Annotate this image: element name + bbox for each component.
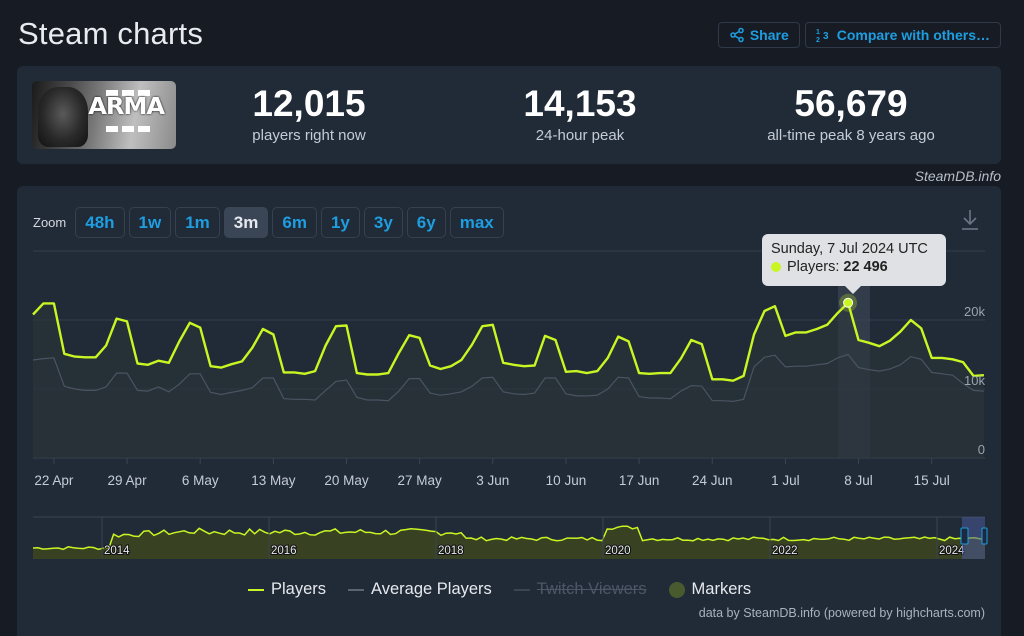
zoom-1m-button[interactable]: 1m: [175, 207, 220, 238]
svg-text:10 Jun: 10 Jun: [546, 473, 587, 488]
stat-current-players: 12,015 players right now: [239, 83, 379, 145]
stats-panel: ARMA 12,015 players right now 14,153 24-…: [17, 66, 1001, 164]
zoom-3y-button[interactable]: 3y: [363, 207, 403, 238]
chart-card: Zoom 48h 1w 1m 3m 6m 1y 3y 6y max 0 10k 20…: [17, 186, 1001, 636]
numbers-icon: 1 2 3: [816, 29, 829, 43]
top-actions: Share 1 2 3 Compare with others…: [717, 22, 1001, 48]
svg-text:8 Jul: 8 Jul: [844, 473, 873, 488]
stat-label: 24-hour peak: [535, 127, 625, 144]
svg-text:3 Jun: 3 Jun: [476, 473, 509, 488]
chart-legend: Players Average Players Twitch Viewers M…: [248, 580, 751, 599]
svg-text:3: 3: [823, 31, 829, 42]
svg-text:2018: 2018: [438, 545, 464, 557]
svg-text:2016: 2016: [271, 545, 297, 557]
stat-value: 14,153: [523, 83, 637, 124]
legend-average-players[interactable]: Average Players: [348, 580, 492, 599]
svg-text:2020: 2020: [605, 545, 631, 557]
svg-text:1: 1: [816, 29, 820, 36]
legend-markers[interactable]: Markers: [668, 580, 752, 599]
compare-label: Compare with others…: [836, 27, 990, 43]
player-chart[interactable]: 0 10k 20k 22 Apr 29 Apr 6 May 13 May 20 May 27 …: [17, 186, 1001, 586]
svg-text:17 Jun: 17 Jun: [619, 473, 660, 488]
stat-value: 12,015: [252, 83, 366, 124]
zoom-label: Zoom: [33, 215, 67, 230]
download-icon[interactable]: [959, 208, 981, 232]
x-axis-labels: 22 Apr 29 Apr 6 May 13 May 20 May 27 May 3 Jun…: [34, 458, 950, 488]
line-swatch-icon: [513, 588, 530, 591]
svg-text:6 May: 6 May: [182, 473, 219, 488]
marker-dot-icon: [668, 581, 685, 598]
zoom-48h-button[interactable]: 48h: [75, 207, 125, 238]
stat-24h-peak: 14,153 24-hour peak: [510, 83, 650, 145]
stat-all-time-peak: 56,679 all-time peak 8 years ago: [751, 83, 951, 145]
svg-text:1 Jul: 1 Jul: [771, 473, 800, 488]
players-dot-icon: [771, 262, 781, 272]
legend-label: Average Players: [371, 580, 492, 598]
svg-text:15 Jul: 15 Jul: [914, 473, 950, 488]
stat-label: players right now: [252, 127, 366, 144]
zoom-bar: Zoom 48h 1w 1m 3m 6m 1y 3y 6y max: [33, 207, 504, 238]
share-icon: [730, 27, 744, 43]
highcharts-credit[interactable]: data by SteamDB.info (powered by highcha…: [698, 606, 985, 620]
navigator-selection: [962, 517, 985, 559]
legend-label: Markers: [691, 580, 752, 598]
game-art: [38, 87, 88, 147]
navigator-handle-left[interactable]: [960, 527, 969, 545]
zoom-6m-button[interactable]: 6m: [272, 207, 317, 238]
game-logo: ARMA: [88, 94, 165, 120]
navigator: 2014 2016 2018 2020 2022 2024: [32, 516, 988, 559]
navigator-handle-right[interactable]: [981, 527, 988, 545]
stat-label: all-time peak 8 years ago: [767, 127, 935, 144]
legend-label: Twitch Viewers: [536, 580, 647, 598]
zoom-3m-button[interactable]: 3m: [223, 207, 269, 238]
share-button[interactable]: Share: [717, 22, 800, 48]
stat-value: 56,679: [794, 83, 908, 124]
line-swatch-icon: [248, 588, 264, 591]
tooltip-series: Players:: [787, 259, 840, 275]
compare-button[interactable]: 1 2 3 Compare with others…: [804, 22, 1001, 48]
svg-text:2014: 2014: [104, 545, 130, 557]
zoom-1w-button[interactable]: 1w: [128, 207, 172, 238]
zoom-6y-button[interactable]: 6y: [406, 207, 446, 238]
legend-players[interactable]: Players: [248, 580, 326, 599]
svg-text:20k: 20k: [964, 304, 985, 319]
svg-text:10k: 10k: [964, 373, 985, 388]
line-swatch-icon: [348, 588, 365, 591]
svg-text:2022: 2022: [772, 545, 798, 557]
svg-text:27 May: 27 May: [398, 473, 443, 488]
legend-label: Players: [271, 580, 327, 598]
svg-text:13 May: 13 May: [251, 473, 296, 488]
tooltip-value: 22 496: [843, 259, 888, 275]
zoom-max-button[interactable]: max: [449, 207, 504, 238]
svg-text:0: 0: [978, 442, 985, 457]
steamdb-credit[interactable]: SteamDB.info: [914, 168, 1001, 184]
svg-text:2: 2: [816, 37, 820, 43]
zoom-1y-button[interactable]: 1y: [320, 207, 360, 238]
svg-text:22 Apr: 22 Apr: [34, 473, 74, 488]
tooltip-date: Sunday, 7 Jul 2024 UTC: [771, 241, 928, 257]
svg-text:2024: 2024: [939, 545, 965, 557]
svg-text:29 Apr: 29 Apr: [108, 473, 148, 488]
page-title: Steam charts: [18, 16, 204, 51]
y-axis-labels: 0 10k 20k: [964, 304, 985, 457]
svg-text:24 Jun: 24 Jun: [692, 473, 733, 488]
share-label: Share: [749, 27, 789, 43]
chart-tooltip: Sunday, 7 Jul 2024 UTC Players: 22 496: [762, 234, 946, 294]
svg-text:20 May: 20 May: [324, 473, 369, 488]
game-image[interactable]: ARMA: [32, 81, 176, 149]
legend-twitch-viewers[interactable]: Twitch Viewers: [513, 580, 647, 599]
